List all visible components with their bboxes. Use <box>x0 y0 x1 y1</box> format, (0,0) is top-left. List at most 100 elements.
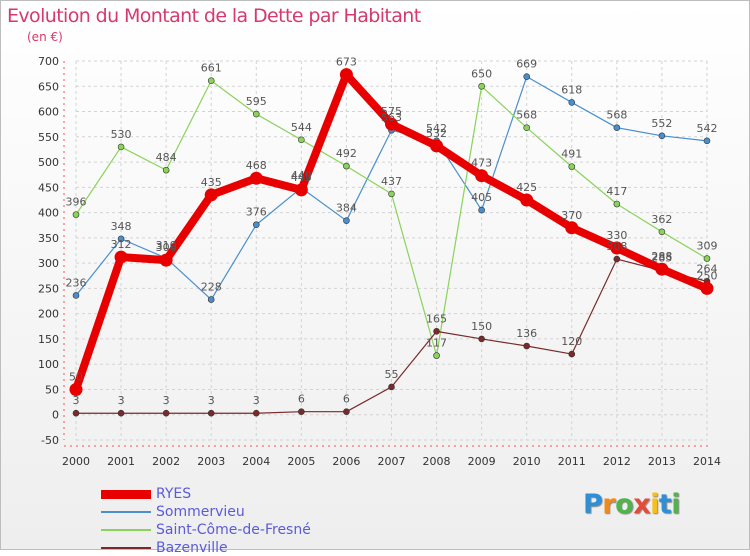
data-label: 425 <box>516 181 537 194</box>
y-tick-label: 400 <box>38 207 59 220</box>
y-tick-label: 0 <box>52 409 59 422</box>
data-label: 669 <box>516 58 537 71</box>
data-point <box>162 409 170 417</box>
data-point <box>568 99 576 106</box>
data-label: 661 <box>201 62 222 75</box>
data-point <box>72 409 80 417</box>
data-point <box>613 124 621 132</box>
data-label: 117 <box>426 337 447 350</box>
y-tick-label: 500 <box>38 156 59 169</box>
data-label: 310 <box>156 239 177 252</box>
data-point <box>343 408 350 416</box>
data-label: 484 <box>156 151 177 164</box>
data-label: 264 <box>696 262 717 275</box>
data-label: 6 <box>298 393 305 406</box>
x-tick-label: 2009 <box>468 455 496 468</box>
x-tick-label: 2006 <box>332 455 360 468</box>
data-label: 417 <box>606 185 627 198</box>
data-point <box>565 221 579 235</box>
legend-swatch <box>101 547 151 549</box>
data-label: 492 <box>336 147 357 160</box>
proxiti-logo: Proxiti <box>583 489 681 520</box>
data-point <box>478 335 485 343</box>
data-point <box>252 221 260 229</box>
data-point <box>430 139 444 153</box>
x-tick-label: 2007 <box>377 455 405 468</box>
data-label: 552 <box>651 117 672 130</box>
data-label: 544 <box>291 121 312 134</box>
data-label: 405 <box>471 191 492 204</box>
data-point <box>478 82 485 90</box>
data-label: 542 <box>696 122 717 135</box>
data-point <box>69 382 83 396</box>
x-tick-label: 2008 <box>423 455 451 468</box>
data-label: 285 <box>651 252 672 265</box>
data-point <box>478 206 485 214</box>
data-point <box>388 383 395 391</box>
x-tick-label: 2002 <box>152 455 180 468</box>
data-point <box>700 281 714 295</box>
y-tick-label: -50 <box>41 434 59 447</box>
data-point <box>655 262 669 276</box>
legend-label: Bazenville <box>156 540 228 556</box>
data-point <box>114 250 128 264</box>
x-tick-label: 2014 <box>693 455 721 468</box>
legend-item: Sommervieu <box>101 504 245 520</box>
data-label: 568 <box>516 109 537 122</box>
data-label: 370 <box>561 209 582 222</box>
data-point <box>162 166 170 174</box>
legend-label: Saint-Côme-de-Fresné <box>156 522 311 538</box>
data-point <box>475 169 489 183</box>
data-label: 532 <box>426 127 447 140</box>
x-tick-label: 2001 <box>107 455 135 468</box>
data-label: 530 <box>111 128 132 141</box>
y-tick-label: 300 <box>38 257 59 270</box>
legend-swatch <box>101 529 151 531</box>
legend-swatch <box>101 489 151 499</box>
data-label: 165 <box>426 312 447 325</box>
data-point <box>252 110 260 118</box>
y-tick-label: 50 <box>45 383 59 396</box>
data-point <box>343 217 350 224</box>
data-label: 306 <box>156 241 177 254</box>
x-tick-label: 2011 <box>558 455 586 468</box>
data-label: 563 <box>381 111 402 124</box>
data-label: 136 <box>516 327 537 340</box>
data-label: 445 <box>291 171 312 184</box>
data-point <box>117 235 125 243</box>
data-point <box>117 143 125 151</box>
data-point <box>523 73 531 80</box>
logo-letter: r <box>602 489 616 520</box>
data-point <box>703 137 711 145</box>
data-label: 288 <box>651 250 672 263</box>
y-tick-label: 150 <box>38 333 59 346</box>
data-point <box>613 255 621 263</box>
data-label: 50 <box>69 370 83 383</box>
data-label: 595 <box>246 95 267 108</box>
legend-label: Sommervieu <box>156 504 245 520</box>
data-point <box>117 409 125 417</box>
data-point <box>384 117 398 131</box>
x-tick-label: 2005 <box>287 455 315 468</box>
y-tick-label: 550 <box>38 131 59 144</box>
data-label: 673 <box>336 56 357 69</box>
data-point <box>520 193 534 207</box>
y-tick-label: 350 <box>38 232 59 245</box>
data-point <box>339 68 353 82</box>
x-tick-label: 2004 <box>242 455 270 468</box>
data-label: 228 <box>201 281 222 294</box>
data-label: 542 <box>426 122 447 135</box>
data-label: 3 <box>253 394 260 407</box>
data-label: 575 <box>381 105 402 118</box>
legend-item: Saint-Côme-de-Fresné <box>101 522 311 538</box>
data-label: 312 <box>111 238 132 251</box>
data-label: 568 <box>606 109 627 122</box>
data-point <box>433 328 440 335</box>
data-label: 3 <box>163 394 170 407</box>
data-label: 348 <box>111 220 132 233</box>
logo-letter: o <box>615 489 634 520</box>
x-tick-label: 2003 <box>197 455 225 468</box>
data-label: 384 <box>336 202 357 215</box>
